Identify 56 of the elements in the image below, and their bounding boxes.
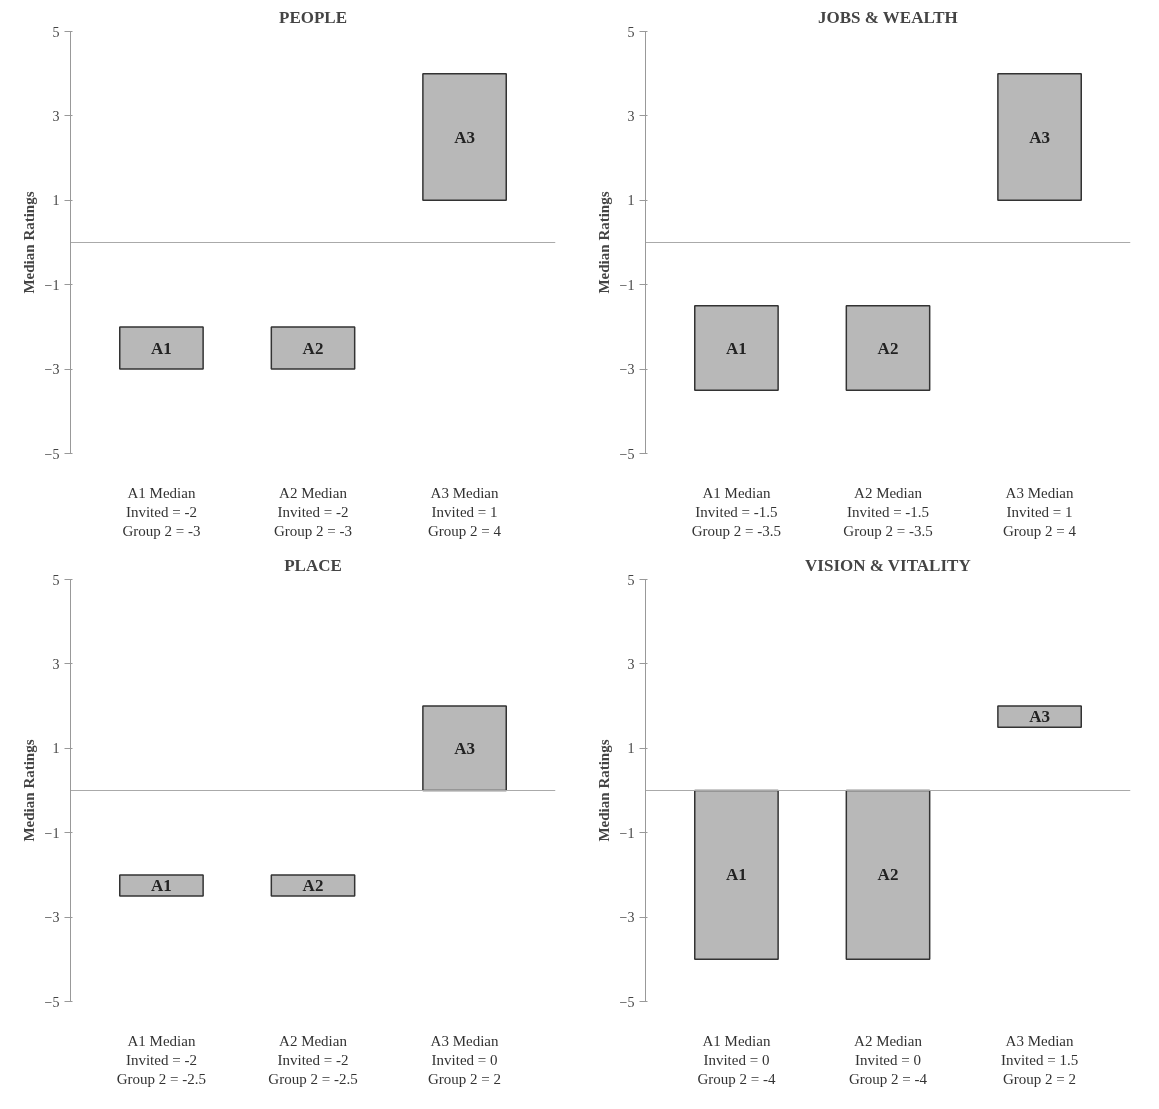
- y-tick-label: −5: [44, 994, 60, 1010]
- y-tick-label: 1: [52, 741, 60, 757]
- y-tick-label: −3: [44, 362, 60, 378]
- text: A3 Median Invited = 1 Group 2 = 4: [1003, 484, 1077, 539]
- x-tick-label: A1: [726, 865, 747, 885]
- y-tick-label: 5: [52, 572, 60, 588]
- text: A2 Median Invited = -1.5 Group 2 = -3.5: [843, 484, 933, 539]
- chart-title: PEOPLE: [279, 7, 348, 27]
- chart-title: PLACE: [284, 555, 342, 575]
- y-tick-label: −3: [619, 362, 635, 378]
- chart-title: JOBS & WEALTH: [817, 7, 958, 27]
- y-axis-title: Median Ratings: [595, 739, 612, 842]
- text: A3 Median Invited = 0 Group 2 = 2: [428, 1032, 502, 1087]
- y-tick-label: −5: [619, 446, 635, 462]
- y-tick-label: 1: [627, 741, 635, 757]
- text: A1 Median Invited = -1.5 Group 2 = -3.5: [691, 484, 782, 539]
- y-tick-label: 5: [627, 572, 635, 588]
- text: A2 Median Invited = 0 Group 2 = -4: [848, 1032, 928, 1087]
- x-tick-label: A3: [454, 738, 475, 758]
- text: A3 Median Invited = 1 Group 2 = 4: [428, 484, 502, 539]
- x-tick-label: A2: [302, 338, 324, 358]
- y-tick-label: −1: [44, 277, 60, 293]
- y-axis-title: Median Ratings: [20, 739, 37, 842]
- y-tick-label: −1: [44, 825, 60, 841]
- text: A2 Median Invited = -2 Group 2 = -3: [273, 484, 353, 539]
- y-tick-label: 3: [627, 108, 635, 124]
- y-axis-title: Median Ratings: [20, 191, 37, 294]
- y-tick-label: 3: [627, 656, 635, 672]
- x-tick-label: A1: [151, 875, 172, 895]
- y-tick-label: 3: [52, 656, 60, 672]
- text: A2 Median Invited = -2 Group 2 = -2.5: [268, 1032, 358, 1087]
- y-tick-label: 5: [52, 24, 60, 40]
- x-tick-label: A1: [726, 338, 747, 358]
- text: A1 Median Invited = 0 Group 2 = -4: [697, 1032, 776, 1087]
- x-tick-label: A1: [151, 338, 172, 358]
- y-tick-label: −3: [44, 910, 60, 926]
- x-tick-label: A3: [454, 127, 475, 147]
- y-tick-label: −1: [619, 825, 635, 841]
- x-tick-label: A3: [1029, 127, 1050, 147]
- x-tick-label: A2: [302, 875, 324, 895]
- y-tick-label: 5: [627, 24, 635, 40]
- text: A3 Median Invited = 1.5 Group 2 = 2: [1000, 1032, 1079, 1087]
- chart-title: VISION & VITALITY: [805, 555, 971, 575]
- text: A1 Median Invited = -2 Group 2 = -2.5: [116, 1032, 207, 1087]
- x-tick-label: A2: [877, 338, 899, 358]
- y-tick-label: −1: [619, 277, 635, 293]
- y-tick-label: −5: [44, 446, 60, 462]
- y-tick-label: −5: [619, 994, 635, 1010]
- x-tick-label: A3: [1029, 707, 1050, 727]
- text: A1 Median Invited = -2 Group 2 = -3: [122, 484, 201, 539]
- y-tick-label: 3: [52, 108, 60, 124]
- y-tick-label: −3: [619, 910, 635, 926]
- x-tick-label: A2: [877, 865, 899, 885]
- y-tick-label: 1: [52, 193, 60, 209]
- y-axis-title: Median Ratings: [595, 191, 612, 294]
- y-tick-label: 1: [627, 193, 635, 209]
